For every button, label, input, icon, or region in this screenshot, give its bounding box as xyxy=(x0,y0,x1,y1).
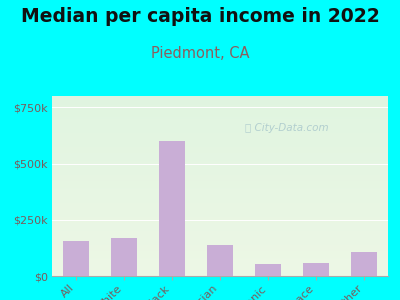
Bar xyxy=(159,141,185,276)
Bar xyxy=(351,252,377,276)
Bar xyxy=(63,241,89,276)
Text: ⓘ City-Data.com: ⓘ City-Data.com xyxy=(245,123,329,134)
Text: Piedmont, CA: Piedmont, CA xyxy=(151,46,249,62)
Bar xyxy=(207,244,233,276)
Bar xyxy=(255,264,281,276)
Text: Median per capita income in 2022: Median per capita income in 2022 xyxy=(21,8,379,26)
Bar xyxy=(303,262,329,276)
Bar xyxy=(111,238,137,276)
